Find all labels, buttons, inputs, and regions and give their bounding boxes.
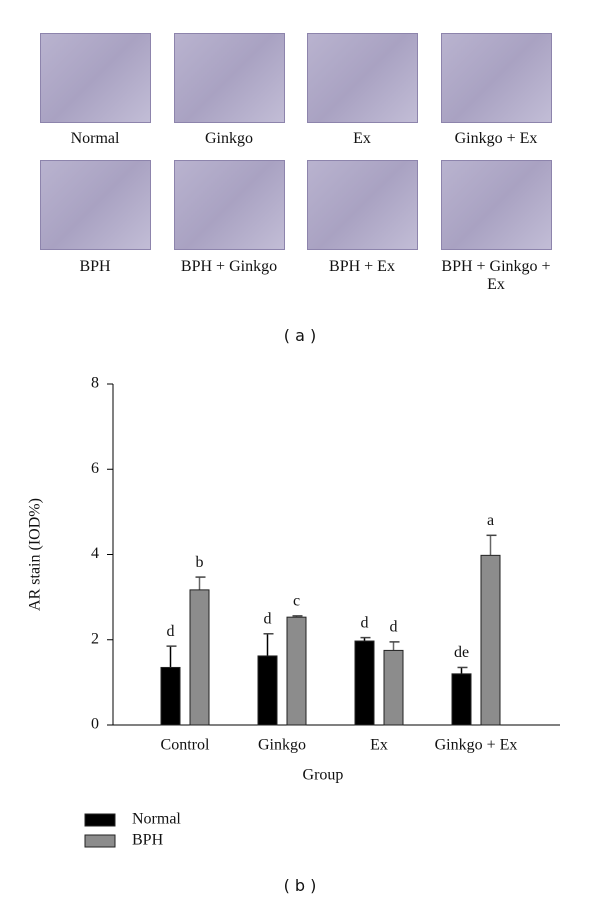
significance-letter: c (293, 593, 300, 610)
caption: ( b ) (283, 876, 317, 895)
significance-letter: d (390, 619, 398, 636)
bar (160, 666, 181, 726)
y-tick-label: 2 (91, 630, 99, 647)
bar (257, 655, 278, 726)
bar (451, 673, 472, 726)
panel-label: Ginkgo + Ex (454, 130, 538, 147)
x-tick-label: Ex (370, 737, 388, 754)
significance-letter: de (454, 644, 469, 661)
bar (189, 589, 210, 726)
legend-label: Normal (132, 811, 181, 828)
y-tick-label: 6 (91, 460, 99, 477)
panel-label: Ex (353, 130, 371, 147)
panel-label: Ginkgo (205, 130, 253, 147)
legend-label: BPH (132, 832, 164, 849)
legend-swatch (84, 834, 116, 848)
micrograph (441, 33, 552, 123)
significance-letter: d (264, 610, 272, 627)
significance-letter: d (361, 614, 369, 631)
x-tick-label: Ginkgo (258, 737, 306, 754)
significance-letter: a (487, 512, 494, 529)
panel-label: Normal (70, 130, 120, 147)
panel-label: BPH + Ginkgo (180, 258, 278, 275)
y-tick-label: 8 (91, 375, 99, 392)
y-tick-label: 4 (91, 545, 99, 562)
significance-letter: b (196, 554, 204, 571)
x-tick-label: Control (161, 737, 210, 754)
bar (383, 649, 404, 726)
micrograph (307, 160, 418, 250)
legend-swatch (84, 813, 116, 827)
x-tick-label: Ginkgo + Ex (435, 737, 518, 754)
micrograph (174, 33, 285, 123)
y-tick-label: 0 (91, 716, 99, 733)
bar (354, 640, 375, 726)
micrograph (441, 160, 552, 250)
caption: ( a ) (283, 326, 317, 345)
panel-label: BPH + Ginkgo + Ex (441, 258, 551, 293)
panel-label: BPH + Ex (329, 258, 395, 275)
micrograph (40, 160, 151, 250)
micrograph (174, 160, 285, 250)
significance-letter: d (167, 623, 175, 640)
micrograph (307, 33, 418, 123)
y-axis-label: AR stain (IOD%) (27, 498, 44, 611)
bar (286, 616, 307, 726)
bar (480, 554, 501, 726)
x-axis-label: Group (303, 767, 344, 784)
micrograph (40, 33, 151, 123)
panel-label: BPH (79, 258, 111, 275)
